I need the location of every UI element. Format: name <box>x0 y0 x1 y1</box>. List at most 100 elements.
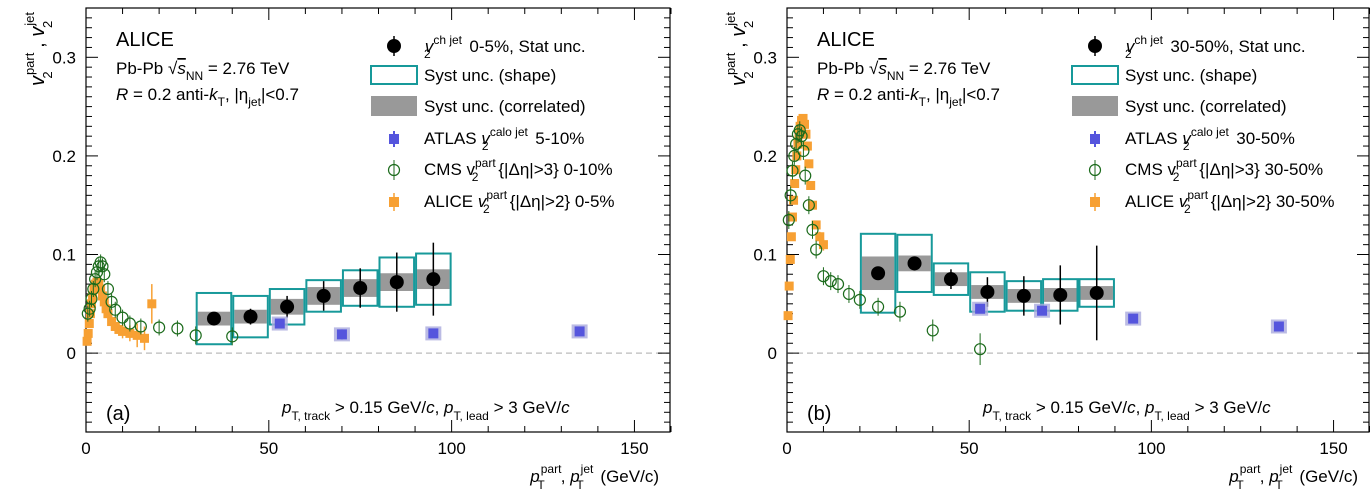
jet-definition: R = 0.2 anti-kT, |ηjet|<0.7 <box>817 85 1000 109</box>
alice-part-point <box>82 336 92 346</box>
cms-point <box>109 303 122 316</box>
alice-part-point <box>94 279 104 289</box>
alice-ch-point <box>980 284 995 299</box>
legend-label-alice-part: ALICE vpart 2 {|Δη|>2} 30-50% <box>1125 188 1334 216</box>
cms-point <box>831 277 845 291</box>
alice-part-point <box>97 291 107 301</box>
alice-part-point <box>783 311 793 321</box>
alice-ch-point <box>871 266 886 281</box>
alice-ch-point <box>426 272 441 287</box>
cms-point <box>85 292 98 305</box>
alice-ch-point <box>1089 285 1104 300</box>
y-tick-label: 0.2 <box>52 147 76 166</box>
cms-point <box>134 320 147 333</box>
alice-ch-point <box>280 299 295 314</box>
atlas-point <box>1273 321 1284 332</box>
alice-part-point <box>103 309 113 319</box>
experiment-label: ALICE <box>817 29 875 51</box>
legend-marker-alice-part <box>389 197 399 207</box>
alice-part-point <box>125 328 135 338</box>
alice-part-point <box>808 200 818 210</box>
legend-marker-atlas <box>389 134 399 144</box>
series-cms <box>782 121 987 366</box>
y-tick-label: 0.1 <box>52 246 76 265</box>
x-tick-label: 100 <box>1137 439 1165 458</box>
series-alice-ch-jet <box>195 242 452 346</box>
legend-label-atlas: ATLAS vcalo jet 2 5-10% <box>424 125 584 153</box>
alice-ch-point <box>316 288 331 303</box>
legend-label-alice-ch: vch jet 2 30-50%, Stat unc. <box>1125 33 1306 61</box>
panel-label: (b) <box>807 403 831 425</box>
kinematic-cuts: pT, track > 0.15 GeV/c, pT, lead > 3 GeV… <box>982 398 1271 423</box>
alice-part-point <box>96 284 106 294</box>
alice-part-point <box>818 240 828 250</box>
y-tick-label: 0.3 <box>753 48 777 67</box>
alice-part-point <box>147 299 157 309</box>
experiment-label: ALICE <box>116 29 174 51</box>
cms-point <box>802 199 815 212</box>
alice-part-point <box>785 254 795 264</box>
cms-point <box>123 317 136 330</box>
jet-definition: R = 0.2 anti-kT, |ηjet|<0.7 <box>116 85 299 109</box>
legend-marker-cms <box>1088 163 1102 177</box>
syst-shape-box <box>232 294 269 339</box>
alice-part-point <box>815 232 825 242</box>
kinematic-cuts: pT, track > 0.15 GeV/c, pT, lead > 3 GeV… <box>281 398 570 423</box>
y-tick-label: 0 <box>768 344 777 363</box>
legend: vch jet 2 0-5%, Stat unc. Syst unc. (shape… <box>370 33 615 216</box>
series-alice-ch-jet <box>859 232 1115 341</box>
cms-point <box>98 268 111 281</box>
x-axis-title: ppart T, pjet T (GeV/c) <box>529 462 659 490</box>
legend-marker-atlas <box>1090 134 1100 144</box>
cms-point <box>784 189 797 202</box>
cms-point <box>786 164 799 177</box>
legend-marker-syst-corr <box>1072 96 1118 116</box>
alice-part-point <box>99 297 109 307</box>
y-tick-label: 0 <box>67 344 76 363</box>
legend-marker-alice-ch <box>1088 39 1102 53</box>
atlas-point <box>975 303 986 314</box>
alice-part-point <box>132 330 142 340</box>
atlas-point <box>274 318 285 329</box>
legend-label-syst-corr: Syst unc. (correlated) <box>424 97 586 116</box>
alice-part-point <box>791 165 801 175</box>
alice-ch-point <box>389 275 404 290</box>
alice-part-point <box>806 180 816 190</box>
cms-point <box>926 324 939 337</box>
legend-label-cms: CMS vpart 2 {|Δη|>3} 0-10% <box>424 156 613 184</box>
cms-point <box>81 307 94 320</box>
alice-ch-point <box>1016 288 1031 303</box>
alice-ch-point <box>1053 287 1068 302</box>
alice-part-point <box>794 129 804 139</box>
alice-ch-point <box>907 256 922 271</box>
x-tick-label: 50 <box>259 439 278 458</box>
y-tick-label: 0.1 <box>753 246 777 265</box>
legend: vch jet 2 30-50%, Stat unc. Syst unc. (sha… <box>1071 33 1334 216</box>
cms-point <box>87 282 100 296</box>
y-axis-title: vpart 2 , vjet 2 <box>22 12 55 86</box>
y-axis-title: vpart 2 , vjet 2 <box>723 12 756 86</box>
alice-part-point <box>802 141 812 151</box>
atlas-point <box>1128 313 1139 324</box>
panel-b: 0 50 100 150 0 0.1 0.2 0.3 ppart T, pjet T (GeV/c)… <box>723 7 1370 490</box>
cms-point <box>793 124 806 137</box>
legend-label-syst-corr: Syst unc. (correlated) <box>1125 97 1287 116</box>
legend-marker-cms <box>387 163 401 177</box>
alice-part-point <box>793 139 803 149</box>
cms-point <box>810 243 823 256</box>
legend-marker-syst-shape <box>1071 65 1119 85</box>
cms-point <box>824 275 837 288</box>
atlas-point <box>1037 305 1048 316</box>
alice-part-point <box>101 304 111 314</box>
cms-point <box>797 144 810 158</box>
cms-point <box>101 282 115 296</box>
x-tick-label: 0 <box>782 439 791 458</box>
alice-ch-point <box>353 281 368 296</box>
syst-shape-box <box>896 233 933 293</box>
legend-label-atlas: ATLAS vcalo jet 2 30-50% <box>1125 125 1295 153</box>
cms-point <box>795 130 808 143</box>
alice-part-point <box>140 333 149 343</box>
alice-part-point <box>787 212 797 222</box>
cms-point <box>89 273 102 286</box>
alice-part-point <box>107 317 117 327</box>
